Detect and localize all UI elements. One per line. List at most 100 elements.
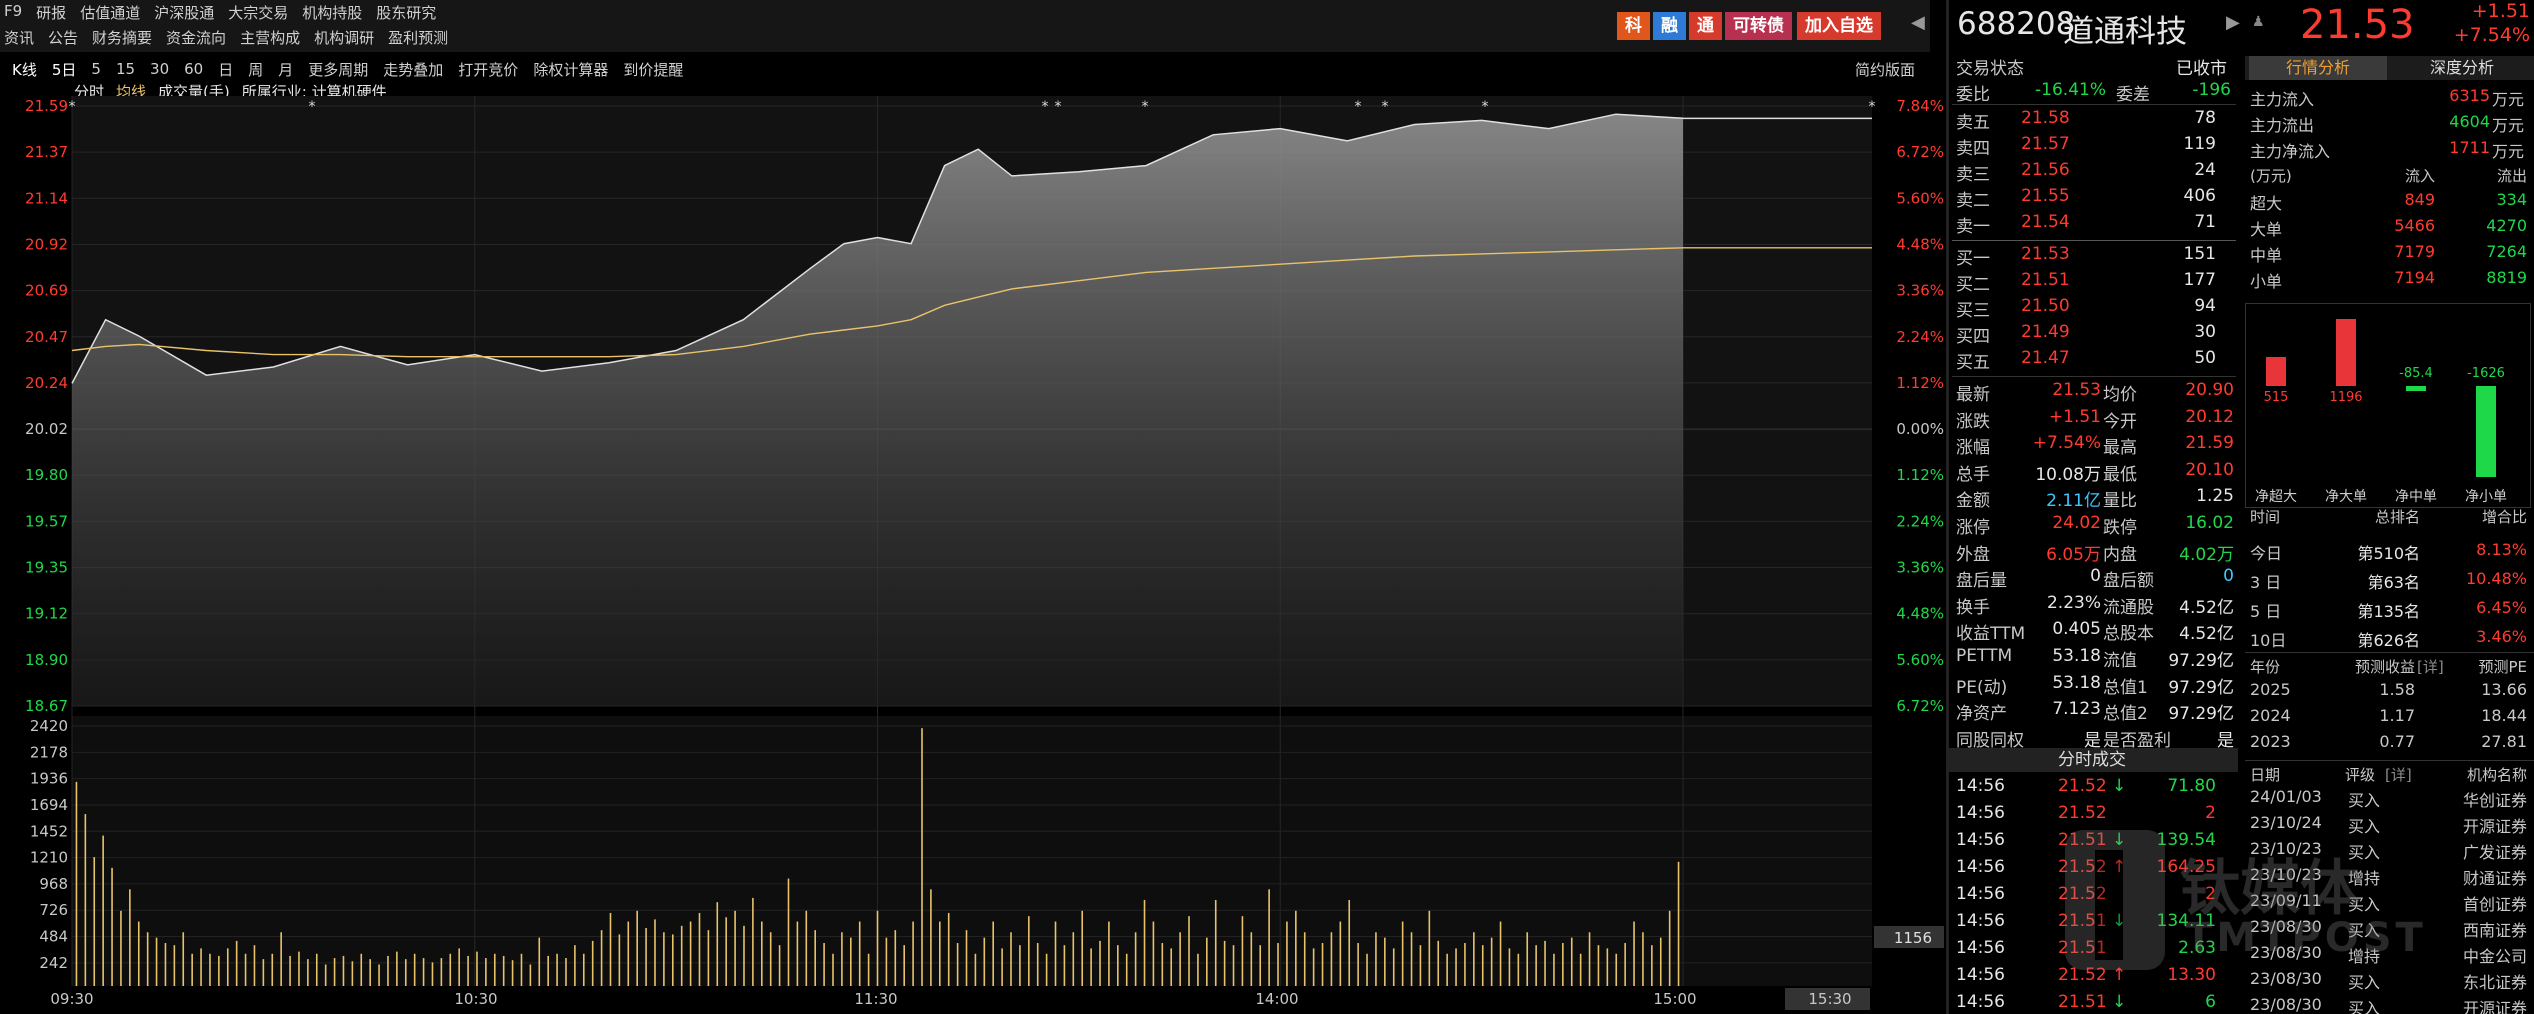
next-stock-icon[interactable]: ▶	[2226, 12, 2240, 33]
nav-item-2[interactable]: 估值通道	[80, 4, 141, 22]
net-flow-value: 1196	[2329, 390, 2363, 405]
tag-2[interactable]: 通	[1689, 12, 1722, 40]
event-star-icon[interactable]: *	[69, 99, 76, 115]
rate-detail-link[interactable]: [详]	[2385, 766, 2412, 784]
event-star-icon[interactable]: *	[1382, 99, 1389, 115]
panel-splitter[interactable]	[1946, 0, 1949, 1014]
flow-head-unit: (万元)	[2250, 167, 2292, 185]
tick-direction-icon: ↓	[2112, 776, 2127, 796]
stat-value: +7.54%	[2032, 433, 2101, 454]
toolbar-item-6[interactable]: 日	[218, 60, 234, 79]
toolbar-item-5[interactable]: 60	[184, 60, 204, 78]
fc-year: 2025	[2250, 680, 2291, 699]
event-star-icon[interactable]: *	[1869, 99, 1876, 115]
tick-row: 14:56 21.52 ↑ 13.30	[1946, 965, 2242, 991]
nav-item-0[interactable]: F9	[4, 2, 23, 20]
volume-bar	[849, 937, 852, 986]
stat-value: 4.02万	[2179, 544, 2234, 565]
volume-bar	[1134, 932, 1137, 986]
nav-sub-item-5[interactable]: 机构调研	[314, 29, 375, 47]
toolbar-item-12[interactable]: 除权计算器	[533, 60, 609, 79]
volume-bar	[698, 912, 701, 986]
stat-value: 20.12	[2185, 406, 2234, 427]
nav-item-5[interactable]: 机构持股	[302, 4, 363, 22]
event-star-icon[interactable]: *	[1355, 99, 1362, 115]
volume-bar	[636, 910, 638, 986]
flow-type: 小单	[2250, 272, 2283, 291]
flow-head-in: 流入	[2404, 167, 2435, 185]
prev-stock-icon[interactable]: ◀	[1911, 12, 1925, 33]
stat-value: 2.11亿	[2046, 491, 2101, 512]
nav-item-1[interactable]: 研报	[36, 4, 67, 22]
volume-bar	[1330, 932, 1333, 986]
nav-item-6[interactable]: 股东研究	[376, 4, 437, 22]
toolbar-item-0[interactable]: K线	[12, 60, 37, 79]
stat-value: 21.59	[2185, 433, 2234, 454]
divider	[1952, 376, 2236, 377]
flow-label: 主力流出	[2250, 116, 2315, 135]
stat-label: 总值2	[2103, 704, 2148, 725]
flow-head-out: 流出	[2496, 167, 2527, 185]
volume-bar	[191, 953, 193, 986]
toolbar-item-11[interactable]: 打开竞价	[458, 60, 519, 79]
tag-0[interactable]: 科	[1617, 12, 1650, 40]
volume-bar	[1651, 945, 1653, 986]
toolbar-item-8[interactable]: 月	[278, 60, 294, 79]
nav-sub-item-1[interactable]: 公告	[48, 29, 79, 47]
toolbar-item-7[interactable]: 周	[248, 60, 264, 79]
volume-bar	[538, 937, 541, 986]
pct-tick-label: 1.12%	[1896, 466, 1944, 484]
pct-tick-label: 4.48%	[1896, 605, 1944, 623]
volume-bar	[1277, 943, 1279, 986]
tag-1[interactable]: 融	[1653, 12, 1686, 40]
price-tick-label: 19.57	[25, 512, 68, 530]
stat-label: 同股同权	[1956, 730, 2024, 751]
tick-direction-icon: ↓	[2112, 992, 2127, 1012]
tick-row: 14:56 21.51↓ 139.54	[1946, 830, 2242, 856]
fc-detail-link[interactable]: [详]	[2417, 658, 2444, 676]
nav-sub-item-6[interactable]: 盈利预测	[388, 29, 449, 47]
watermark-text: 钛媒体	[2180, 854, 2360, 924]
stock-code: 688208	[1957, 6, 2076, 42]
rank-value: 第63名	[2367, 573, 2420, 592]
toolbar-item-3[interactable]: 15	[115, 60, 136, 78]
tag-4[interactable]: 加入自选	[1797, 12, 1881, 40]
nav-item-4[interactable]: 大宗交易	[228, 4, 289, 22]
tab-market-analysis[interactable]: 行情分析	[2249, 56, 2387, 80]
nav-item-3[interactable]: 沪深股通	[154, 4, 215, 22]
volume-bar	[547, 955, 549, 986]
rate-date: 23/08/30	[2250, 995, 2322, 1014]
intraday-chart[interactable]: 21.59 7.84% 21.37 6.72% 21.14 5.60% 20.92 4.48%…	[0, 96, 1946, 1014]
event-star-icon[interactable]: *	[1482, 99, 1489, 115]
layout-toggle[interactable]: 简约版面	[1855, 61, 1916, 79]
toolbar-item-4[interactable]: 30	[150, 60, 170, 78]
volume-bar	[1241, 916, 1244, 986]
volume-bar	[244, 953, 247, 986]
tag-3[interactable]: 可转债	[1725, 12, 1792, 40]
nav-sub-item-2[interactable]: 财务摘要	[92, 29, 153, 47]
volume-bar	[565, 958, 567, 986]
toolbar-item-1[interactable]: 5日	[51, 60, 77, 79]
price-tick-label: 20.47	[25, 328, 68, 346]
toolbar-item-9[interactable]: 更多周期	[308, 60, 369, 79]
toolbar-item-10[interactable]: 走势叠加	[383, 60, 444, 79]
event-star-icon[interactable]: *	[1142, 99, 1149, 115]
nav-sub-item-3[interactable]: 资金流向	[166, 29, 227, 47]
toolbar-item-13[interactable]: 到价提醒	[623, 60, 684, 79]
toolbar-item-2[interactable]: 5	[91, 60, 101, 78]
price-change: +1.51	[2471, 0, 2530, 22]
bell-icon[interactable]: ♟	[2252, 14, 2265, 30]
event-star-icon[interactable]: *	[1055, 99, 1062, 115]
bid-label: 买四	[1956, 327, 1990, 347]
volume-bar	[778, 945, 781, 986]
event-star-icon[interactable]: *	[1042, 99, 1049, 115]
bid-label: 买一	[1956, 249, 1990, 269]
nav-sub-item-0[interactable]: 资讯	[4, 29, 35, 47]
time-cursor-box	[1785, 988, 1870, 1010]
tab-deep-analysis[interactable]: 深度分析	[2429, 58, 2494, 77]
event-star-icon[interactable]: *	[309, 99, 316, 115]
net-flow-value: -85.4	[2399, 366, 2433, 381]
rank-pct: 8.13%	[2476, 540, 2527, 559]
nav-sub-item-4[interactable]: 主营构成	[240, 29, 301, 47]
fc-pe: 27.81	[2481, 732, 2527, 751]
